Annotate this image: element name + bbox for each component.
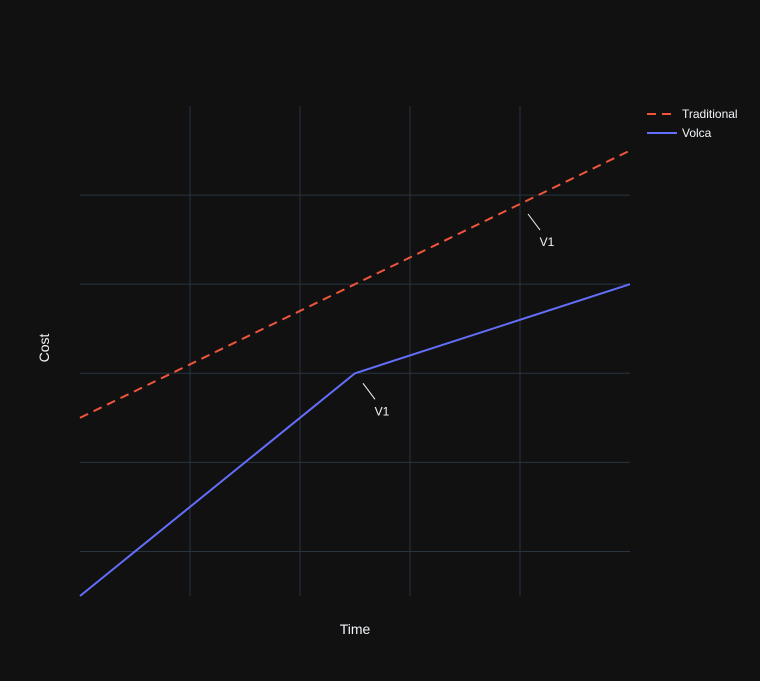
- series-line-traditional: [79, 149, 631, 419]
- annotation-label: V1: [540, 235, 555, 249]
- annotation-pointer: [362, 382, 376, 400]
- annotation-pointer: [527, 213, 541, 231]
- x-axis-title: Time: [340, 621, 371, 637]
- series-line-volca: [79, 283, 631, 597]
- series-layer: [79, 149, 631, 597]
- legend: Traditional Volca: [647, 107, 738, 140]
- legend-label: Traditional: [682, 107, 738, 121]
- y-axis-title: Cost: [36, 334, 52, 363]
- legend-label: Volca: [682, 126, 712, 140]
- grid: [80, 106, 630, 596]
- annotation-label: V1: [375, 404, 390, 418]
- annotations: V1 V1: [362, 213, 555, 418]
